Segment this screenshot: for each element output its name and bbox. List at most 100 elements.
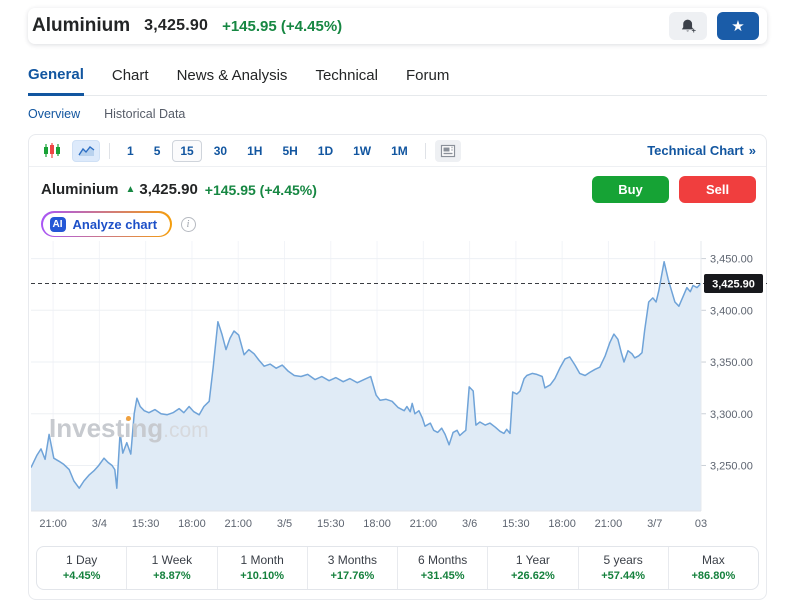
sell-button[interactable]: Sell [679, 176, 756, 203]
subtab-overview[interactable]: Overview [28, 107, 81, 121]
analyze-chart-button-border: AI Analyze chart [41, 211, 172, 237]
period-change-value: +86.80% [691, 570, 736, 582]
period-cell: 3 Months +17.76% [306, 547, 397, 589]
interval-30[interactable]: 30 [206, 140, 235, 162]
toolbar-divider [424, 142, 426, 159]
chart-instrument-name: Aluminium [41, 181, 119, 198]
period-change-value: +17.76% [330, 570, 375, 582]
buy-button[interactable]: Buy [592, 176, 669, 203]
interval-5[interactable]: 5 [146, 140, 169, 162]
main-tabs: General Chart News & Analysis Technical Foru… [28, 62, 767, 96]
period-label: 1 Day [65, 553, 98, 567]
instrument-name: Aluminium [32, 15, 131, 36]
period-label: 3 Months [327, 553, 378, 567]
period-cell: 1 Week +8.87% [126, 547, 216, 589]
interval-15[interactable]: 15 [172, 139, 202, 162]
x-axis-label: 15:30 [317, 518, 345, 530]
interval-1d[interactable]: 1D [310, 140, 341, 162]
x-axis-label: 18:00 [178, 518, 206, 530]
tab-general[interactable]: General [28, 62, 84, 96]
tab-forum[interactable]: Forum [406, 62, 449, 95]
y-axis-label: 3,400.00 [710, 305, 753, 317]
price-line-series [30, 260, 702, 489]
x-axis-label: 21:00 [595, 518, 623, 530]
last-price-badge-text: 3,425.90 [712, 279, 755, 291]
chevron-right-icon: » [748, 143, 756, 158]
interval-1m[interactable]: 1M [383, 140, 416, 162]
y-axis-label: 3,250.00 [710, 460, 753, 472]
candlestick-chart-button[interactable] [39, 140, 65, 162]
interval-1w[interactable]: 1W [345, 140, 379, 162]
x-axis-label: 3/4 [92, 518, 107, 530]
period-change-value: +4.45% [62, 570, 101, 582]
tab-chart[interactable]: Chart [112, 62, 149, 95]
period-label: 1 Week [151, 553, 193, 567]
x-axis-label: 21:00 [410, 518, 438, 530]
period-label: 6 Months [417, 553, 468, 567]
tab-technical[interactable]: Technical [315, 62, 378, 95]
ticker-bar: Aluminium 3,425.90 +145.95 (+4.45%) + ★ [28, 8, 767, 44]
period-change-value: +31.45% [420, 570, 465, 582]
x-axis-label: 21:00 [39, 518, 67, 530]
ai-badge-icon: AI [49, 216, 66, 232]
chart-header: Aluminium ▲ 3,425.90 +145.95 (+4.45%) Bu… [29, 167, 766, 203]
up-arrow-icon: ▲ [125, 184, 136, 195]
period-change-value: +10.10% [240, 570, 284, 582]
area-chart-button[interactable] [72, 139, 100, 162]
period-cell: 1 Year +26.62% [487, 547, 577, 589]
period-cell: Max +86.80% [667, 547, 758, 589]
analyze-chart-button[interactable]: AI Analyze chart [42, 212, 171, 236]
y-axis-label: 3,450.00 [710, 254, 753, 266]
info-icon[interactable]: i [180, 216, 196, 232]
x-axis-label: 3/7 [647, 518, 662, 530]
period-cell: 1 Day +4.45% [37, 547, 126, 589]
sub-navigation: Overview Historical Data [28, 107, 767, 121]
x-axis-label: 3/6 [462, 518, 477, 530]
chart-widget-card: 1 5 15 30 1H 5H 1D 1W 1M Technical Chart » [28, 134, 767, 600]
analyze-row: AI Analyze chart i [29, 203, 766, 239]
toolbar-divider [109, 142, 110, 159]
ticker-actions: + ★ [669, 12, 759, 40]
x-axis-label: 21:00 [224, 518, 252, 530]
x-axis-label: 18:00 [548, 518, 576, 530]
layout-icon [440, 144, 456, 158]
instrument-price: 3,425.90 [144, 17, 209, 34]
price-area-fill [31, 261, 701, 511]
period-label: 1 Month [240, 553, 284, 567]
period-performance-bar: 1 Day +4.45% 1 Week +8.87% 1 Month +10.10% 3 M… [36, 546, 759, 590]
x-axis-label: 18:00 [363, 518, 391, 530]
subtab-historical-data[interactable]: Historical Data [104, 107, 186, 121]
interval-1h[interactable]: 1H [239, 140, 270, 162]
create-alert-button[interactable]: + [669, 12, 707, 40]
x-axis-label: 3/5 [277, 518, 292, 530]
period-label: Max [702, 553, 725, 567]
star-icon: ★ [731, 18, 745, 35]
area-chart-icon [77, 143, 96, 158]
tab-news-analysis[interactable]: News & Analysis [177, 62, 288, 95]
period-cell: 6 Months +31.45% [397, 547, 487, 589]
bell-plus-icon: + [680, 18, 697, 34]
chart-layout-button[interactable] [434, 139, 461, 162]
period-label: 1 Year [515, 553, 550, 567]
x-axis-label: 03 [695, 518, 707, 530]
last-price-badge [704, 274, 763, 294]
period-cell: 5 years +57.44% [577, 547, 668, 589]
candlestick-icon [42, 142, 62, 160]
period-change-value: +26.62% [511, 570, 555, 582]
technical-chart-link[interactable]: Technical Chart » [647, 143, 756, 158]
price-area-chart[interactable]: 21:00 3/4 15:30 18:00 21:00 3/5 15:30 18:00 21:0… [30, 241, 767, 533]
analyze-chart-label: Analyze chart [72, 216, 158, 232]
period-change-value: +8.87% [153, 570, 191, 582]
period-cell: 1 Month +10.10% [216, 547, 307, 589]
period-change-value: +57.44% [601, 570, 645, 582]
instrument-change: +145.95 (+4.45%) [222, 17, 343, 35]
chart-change: +145.95 (+4.45%) [204, 181, 317, 198]
svg-text:+: + [691, 26, 696, 34]
price-chart-plot[interactable]: 21:00 3/4 15:30 18:00 21:00 3/5 15:30 18:00 21:0… [30, 241, 767, 538]
interval-5h[interactable]: 5H [274, 140, 305, 162]
y-axis-label: 3,300.00 [710, 409, 753, 421]
watchlist-star-button[interactable]: ★ [717, 12, 759, 40]
x-axis-label: 15:30 [132, 518, 160, 530]
interval-1[interactable]: 1 [119, 140, 142, 162]
x-axis-label: 15:30 [502, 518, 530, 530]
